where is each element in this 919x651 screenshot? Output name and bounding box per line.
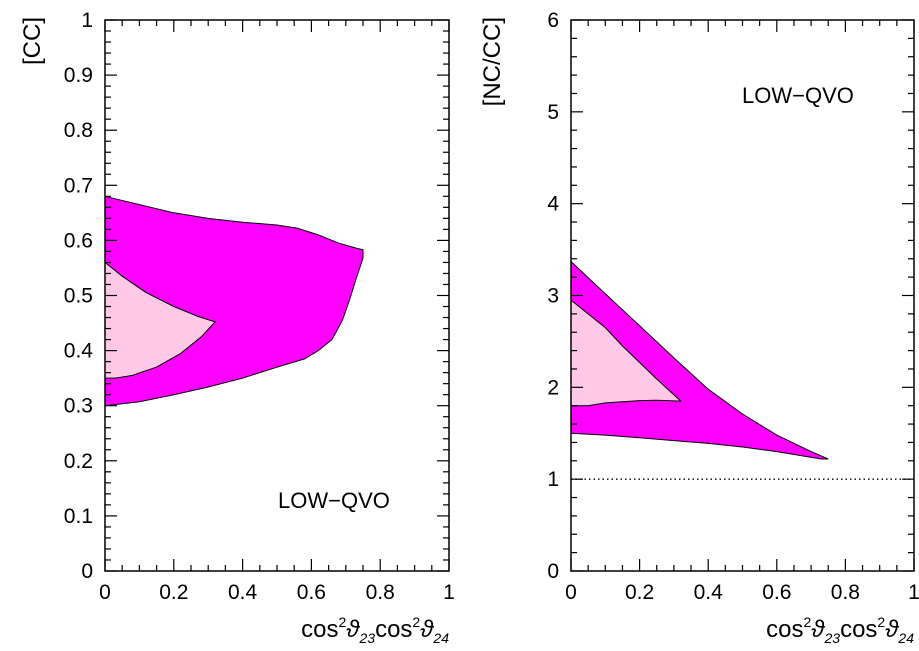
- y-tick-label: 0.8: [64, 119, 93, 142]
- y-tick-label: 4: [547, 193, 559, 216]
- x-axis-title-part: 2: [803, 614, 811, 630]
- y-tick-label: 0.3: [64, 395, 93, 418]
- x-axis-title-part: 23: [358, 630, 375, 646]
- x-tick-label: 0: [99, 581, 111, 604]
- y-tick-label: 0.7: [64, 174, 93, 197]
- x-axis-title-part: ϑ: [811, 616, 825, 643]
- x-axis-title-part: cos: [840, 616, 877, 643]
- x-axis-title-part: cos: [766, 616, 803, 643]
- y-tick-label: 3: [547, 285, 559, 308]
- x-tick-label: 0.2: [159, 581, 188, 604]
- region-annotation: LOW−QVO: [278, 488, 390, 513]
- x-tick-label: 0: [565, 581, 577, 604]
- y-tick-label: 6: [547, 9, 559, 32]
- x-axis-title: cos2ϑ23cos2ϑ24: [301, 614, 449, 646]
- region-inner: [570, 299, 683, 407]
- x-axis-title-part: 2: [877, 614, 885, 630]
- y-tick-label: 1: [547, 468, 559, 491]
- y-tick-label: 0.4: [64, 340, 94, 363]
- panel-right: 0 0.2 0.4 0.6 0.8 10123456[NC/CC]cos2ϑ23cos2ϑ…: [479, 9, 919, 646]
- y-axis-title: [CC]: [19, 17, 46, 65]
- y-tick-label: 0.9: [64, 64, 93, 87]
- x-tick-label: 0.6: [297, 581, 326, 604]
- y-axis-title: [NC/CC]: [479, 17, 506, 106]
- y-tick-label: 0.2: [64, 450, 93, 473]
- y-tick-label: 0.5: [64, 285, 93, 308]
- y-tick-label: 0: [547, 560, 559, 583]
- x-axis-title-part: ϑ: [420, 616, 434, 643]
- region-annotation: LOW−QVO: [742, 83, 854, 108]
- x-axis-title-part: ϑ: [346, 616, 360, 643]
- x-tick-label: 0.8: [366, 581, 395, 604]
- x-tick-label: 0.8: [831, 581, 860, 604]
- region-inner: [104, 261, 217, 379]
- x-axis-title-part: ϑ: [885, 616, 899, 643]
- x-tick-label: 0.4: [228, 581, 258, 604]
- x-tick-label: 0.6: [762, 581, 791, 604]
- x-tick-label: 0.4: [694, 581, 724, 604]
- x-axis-title-part: 24: [897, 630, 914, 646]
- x-axis-title-part: 23: [823, 630, 840, 646]
- y-tick-label: 1: [81, 9, 93, 32]
- x-axis-title-part: 24: [432, 630, 449, 646]
- x-tick-label: 1: [908, 581, 919, 604]
- panel-left: 0 0.2 0.4 0.6 0.8 1 0 0.1 0.2 0.3 0.4 0.5 0.6 0.7 0.8 0…: [19, 9, 455, 646]
- x-tick-label: 1: [443, 581, 455, 604]
- y-tick-label: 0: [81, 560, 93, 583]
- x-axis-title-part: 2: [338, 614, 346, 630]
- y-tick-label: 2: [547, 376, 559, 399]
- x-axis-title-part: 2: [412, 614, 420, 630]
- y-tick-label: 5: [547, 101, 559, 124]
- x-axis-title: cos2ϑ23cos2ϑ24: [766, 614, 914, 646]
- y-tick-label: 0.6: [64, 229, 93, 252]
- x-axis-title-part: cos: [375, 616, 412, 643]
- x-tick-label: 0.2: [625, 581, 654, 604]
- x-axis-title-part: cos: [301, 616, 338, 643]
- y-tick-label: 0.1: [64, 505, 93, 528]
- region-outer: [570, 260, 829, 460]
